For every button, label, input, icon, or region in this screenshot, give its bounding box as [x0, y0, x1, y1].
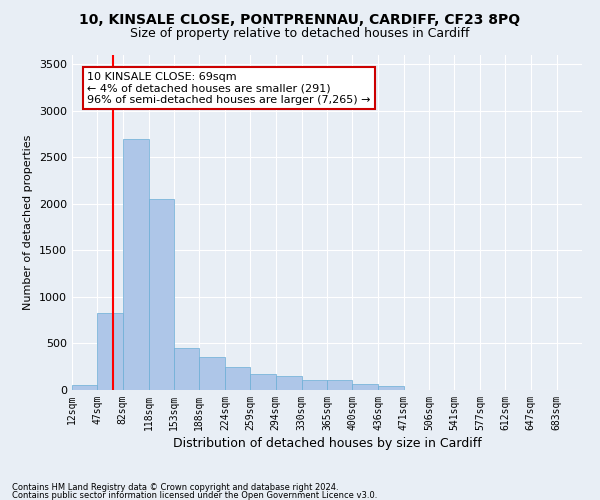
Bar [276, 376, 302, 390]
Bar [122, 138, 149, 390]
Bar [352, 384, 378, 390]
Bar [225, 366, 250, 390]
Text: 10 KINSALE CLOSE: 69sqm
← 4% of detached houses are smaller (291)
96% of semi-de: 10 KINSALE CLOSE: 69sqm ← 4% of detached… [88, 72, 371, 105]
Bar [72, 386, 97, 390]
Y-axis label: Number of detached properties: Number of detached properties [23, 135, 34, 310]
Bar [250, 374, 276, 390]
X-axis label: Distribution of detached houses by size in Cardiff: Distribution of detached houses by size … [173, 437, 481, 450]
Bar [199, 358, 225, 390]
Bar [174, 348, 199, 390]
Text: 10, KINSALE CLOSE, PONTPRENNAU, CARDIFF, CF23 8PQ: 10, KINSALE CLOSE, PONTPRENNAU, CARDIFF,… [79, 12, 521, 26]
Text: Contains public sector information licensed under the Open Government Licence v3: Contains public sector information licen… [12, 490, 377, 500]
Bar [149, 199, 174, 390]
Text: Contains HM Land Registry data © Crown copyright and database right 2024.: Contains HM Land Registry data © Crown c… [12, 483, 338, 492]
Bar [327, 380, 352, 390]
Bar [378, 386, 404, 390]
Text: Size of property relative to detached houses in Cardiff: Size of property relative to detached ho… [130, 28, 470, 40]
Bar [97, 313, 122, 390]
Bar [302, 380, 327, 390]
